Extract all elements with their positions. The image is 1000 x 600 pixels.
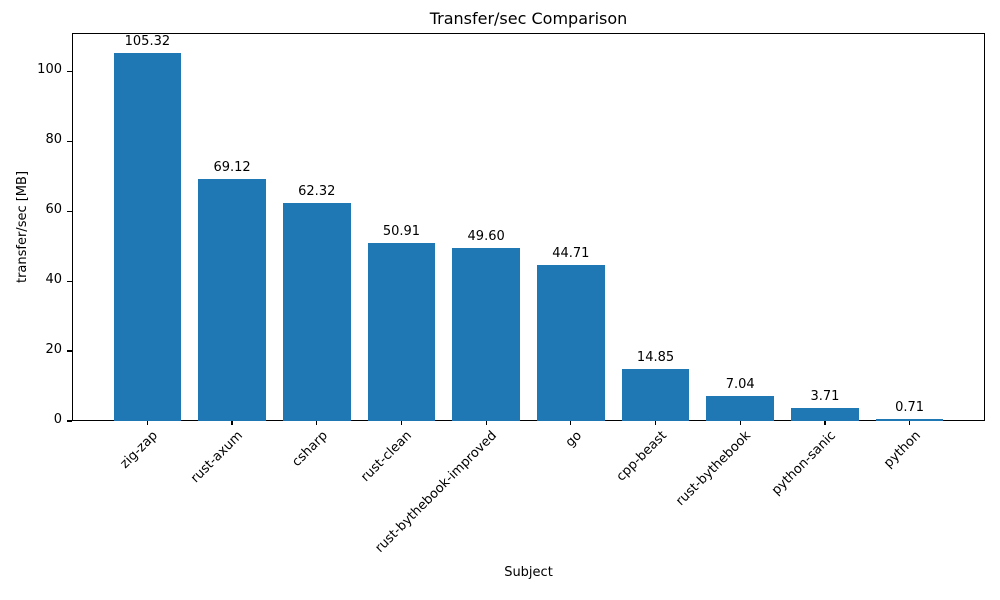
- bar-value-label: 50.91: [382, 224, 421, 240]
- y-tick-label: 20: [45, 342, 62, 358]
- x-axis-tick: [654, 421, 657, 425]
- y-axis-label: transfer/sec [MB]: [15, 170, 30, 284]
- bar-value-label: 7.04: [725, 377, 755, 393]
- x-axis-tick: [824, 421, 826, 425]
- x-axis-tick: [739, 421, 741, 425]
- bar-rust-bythebook: [706, 396, 775, 421]
- x-axis-tick: [570, 421, 572, 425]
- y-tick-label: 100: [37, 62, 62, 78]
- y-tick-label: 80: [45, 132, 62, 148]
- bar-value-label: 49.60: [467, 228, 505, 244]
- bar-value-label: 3.71: [810, 389, 840, 405]
- bar-cpp-beast: [621, 369, 690, 421]
- bar-python: [875, 418, 944, 421]
- bar-csharp: [282, 203, 351, 421]
- x-axis-tick: [485, 421, 487, 425]
- y-axis-tick: [67, 210, 72, 212]
- bar-value-label: 69.12: [213, 160, 251, 176]
- chart-title: Transfer/sec Comparison: [429, 9, 628, 28]
- bar-python-sanic: [791, 408, 859, 421]
- y-axis-tick: [67, 420, 72, 422]
- y-axis-tick: [67, 350, 72, 352]
- bar-rust-bythebook-improved: [452, 247, 521, 421]
- x-axis-tick: [400, 421, 403, 425]
- y-tick-label: 60: [45, 202, 62, 218]
- bar-zig-zap: [113, 52, 182, 421]
- x-axis-tick: [908, 421, 911, 425]
- y-axis-tick: [67, 140, 72, 142]
- bar-value-label: 62.32: [298, 184, 336, 200]
- bar-rust-clean: [367, 243, 436, 421]
- bar-value-label: 44.71: [552, 245, 590, 261]
- bar-value-label: 0.71: [895, 399, 925, 415]
- y-tick-label: 0: [53, 412, 62, 427]
- y-axis-tick: [67, 70, 72, 73]
- bar-value-label: 105.32: [124, 33, 171, 49]
- x-axis-tick: [146, 421, 149, 425]
- x-axis-tick: [231, 421, 233, 425]
- x-axis-tick: [316, 421, 318, 425]
- x-axis-label: Subject: [504, 565, 553, 580]
- y-tick-label: 40: [45, 272, 62, 288]
- bar-go: [536, 264, 605, 421]
- bar-rust-axum: [198, 179, 266, 421]
- y-axis-tick: [67, 280, 72, 282]
- bar-value-label: 14.85: [636, 350, 675, 366]
